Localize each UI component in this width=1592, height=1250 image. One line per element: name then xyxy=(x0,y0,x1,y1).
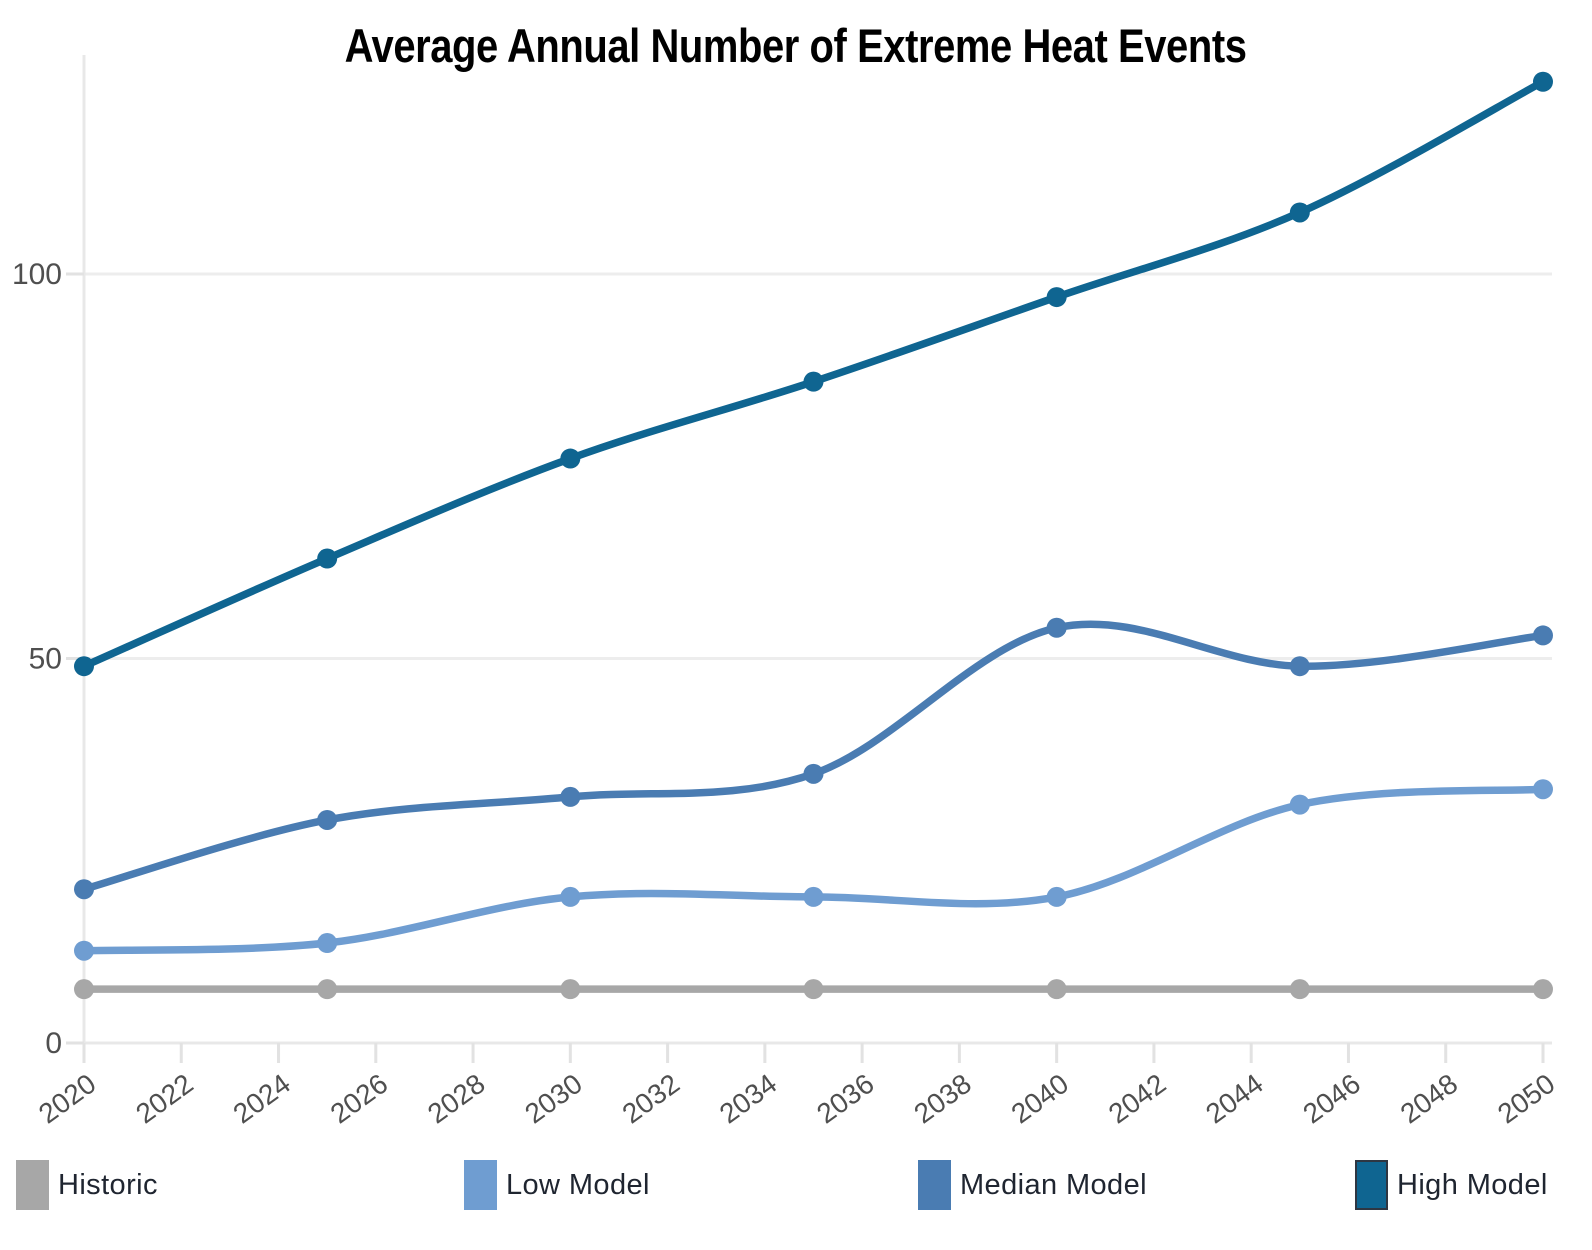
x-tick-label: 2032 xyxy=(617,1068,686,1130)
legend-label-low-model: Low Model xyxy=(506,1168,650,1201)
data-point-median-model xyxy=(74,879,94,900)
series-line-low-model xyxy=(80,785,1547,955)
x-tick-label: 2022 xyxy=(130,1068,199,1130)
data-point-low-model xyxy=(317,933,338,954)
data-point-low-model xyxy=(1289,794,1310,815)
data-point-high-model xyxy=(317,548,338,569)
data-point-median-model xyxy=(1289,656,1310,677)
legend-swatch-historic xyxy=(16,1160,49,1210)
data-point-median-model xyxy=(317,809,338,830)
legend-label-high-model: High Model xyxy=(1397,1168,1548,1201)
legend-swatch-low-model xyxy=(464,1160,497,1210)
data-point-high-model xyxy=(74,656,94,677)
series-line-median-model xyxy=(80,620,1547,893)
x-tick-label: 2020 xyxy=(33,1068,102,1130)
data-point-median-model xyxy=(560,786,581,807)
x-tick-label: 2046 xyxy=(1297,1068,1366,1130)
legend-swatch-median-model xyxy=(918,1160,951,1210)
x-tick-label: 2034 xyxy=(714,1068,783,1130)
legend-swatch-high-model xyxy=(1355,1160,1388,1210)
y-tick-label: 0 xyxy=(45,1027,62,1060)
x-tick-label: 2042 xyxy=(1103,1068,1172,1130)
x-tick-label: 2044 xyxy=(1200,1068,1269,1130)
x-tick-label: 2040 xyxy=(1006,1068,1075,1130)
legend-item-median-model: Median Model xyxy=(918,1160,1147,1210)
y-tick-label: 50 xyxy=(29,643,62,676)
x-tick-label: 2038 xyxy=(908,1068,977,1130)
chart-plot-area: 0 50 100 2020 2022 2024 2026 2028 2030 2032 2034 20… xyxy=(12,55,1561,1130)
x-tick-label: 2036 xyxy=(811,1068,880,1130)
data-point-median-model xyxy=(1046,617,1067,638)
legend-item-high-model: High Model xyxy=(1355,1160,1548,1210)
data-point-low-model xyxy=(1532,779,1553,800)
data-point-historic xyxy=(74,979,94,1000)
x-tick-label: 2026 xyxy=(325,1068,394,1130)
data-point-high-model xyxy=(560,448,581,469)
chart-title: Average Annual Number of Extreme Heat Ev… xyxy=(0,18,1592,73)
legend-item-low-model: Low Model xyxy=(464,1160,650,1210)
data-point-low-model xyxy=(560,886,581,907)
data-point-median-model xyxy=(1532,625,1553,646)
data-point-historic xyxy=(317,979,338,1000)
chart-title-text: Average Annual Number of Extreme Heat Ev… xyxy=(345,19,1247,72)
x-tick-label: 2028 xyxy=(422,1068,491,1130)
data-point-low-model xyxy=(1046,886,1067,907)
data-point-historic xyxy=(560,979,581,1000)
legend-label-median-model: Median Model xyxy=(960,1168,1147,1201)
data-point-low-model xyxy=(803,886,824,907)
data-point-historic xyxy=(1289,979,1310,1000)
data-point-high-model xyxy=(803,371,824,392)
data-point-high-model xyxy=(1046,287,1067,308)
x-tick-label: 2048 xyxy=(1395,1068,1464,1130)
x-tick-label: 2030 xyxy=(519,1068,588,1130)
data-point-high-model xyxy=(1289,202,1310,223)
data-point-median-model xyxy=(803,763,824,784)
data-point-historic xyxy=(1532,979,1553,1000)
x-tick-label: 2050 xyxy=(1492,1068,1561,1130)
data-point-low-model xyxy=(74,940,94,961)
y-tick-label: 100 xyxy=(12,258,62,291)
legend-item-historic: Historic xyxy=(16,1160,158,1210)
data-point-high-model xyxy=(1532,71,1553,92)
data-point-historic xyxy=(1046,979,1067,1000)
data-point-historic xyxy=(803,979,824,1000)
x-tick-label: 2024 xyxy=(227,1068,296,1130)
legend-label-historic: Historic xyxy=(58,1168,158,1201)
